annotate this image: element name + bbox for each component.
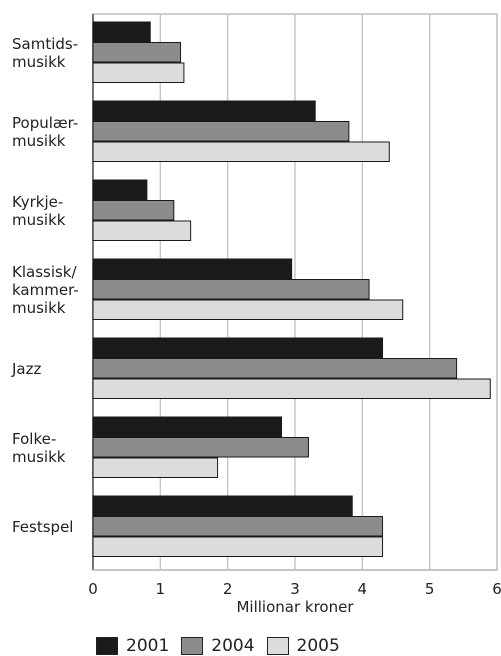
category-label: Jazz xyxy=(11,360,41,378)
legend-swatch-2004 xyxy=(181,637,204,655)
bar-2005-5 xyxy=(92,457,219,478)
bar-2004-4 xyxy=(92,358,458,379)
bar-2004-0 xyxy=(92,42,182,63)
x-tick-label: 6 xyxy=(492,580,501,598)
category-label: Klassisk/kammer-musikk xyxy=(12,263,79,317)
legend-swatch-2001 xyxy=(96,637,118,655)
category-labels: Samtids-musikk Populær-musikk Kyrkje-musik… xyxy=(11,35,79,536)
category-label: Festspel xyxy=(12,518,73,536)
x-tick-label: 0 xyxy=(88,580,98,598)
category-label: Folke-musikk xyxy=(12,430,66,466)
bar-2004-2 xyxy=(92,200,175,221)
bar-2005-0 xyxy=(92,62,185,83)
x-tick-label: 1 xyxy=(156,580,166,598)
bar-2005-3 xyxy=(92,299,404,320)
legend-swatch-2005 xyxy=(266,637,289,655)
bar-2004-1 xyxy=(92,121,350,142)
legend-item-2004: 2004 xyxy=(181,636,255,656)
legend-item-2001: 2001 xyxy=(96,636,169,656)
bar-2001-6 xyxy=(92,495,353,516)
bar-2001-0 xyxy=(92,21,151,42)
bar-2004-3 xyxy=(92,279,370,300)
bar-2005-1 xyxy=(92,141,390,162)
bar-2005-6 xyxy=(92,536,384,557)
x-axis-title: Millionar kroner xyxy=(236,598,354,616)
category-label: Samtids-musikk xyxy=(12,35,78,71)
bar-2001-2 xyxy=(92,179,148,200)
x-tick-label: 3 xyxy=(290,580,300,598)
bar-2001-3 xyxy=(92,258,293,279)
legend-label-2001: 2001 xyxy=(126,636,170,656)
legend-label-2004: 2004 xyxy=(211,636,255,656)
x-tick-label: 5 xyxy=(425,580,435,598)
bar-2004-5 xyxy=(92,437,309,458)
bar-2001-1 xyxy=(92,100,316,121)
legend: 2001 2004 2005 xyxy=(96,636,352,656)
legend-item-2005: 2005 xyxy=(266,636,340,656)
bars xyxy=(92,21,491,557)
bar-2004-6 xyxy=(92,516,384,537)
x-tick-label: 2 xyxy=(223,580,233,598)
x-tick-label: 4 xyxy=(358,580,368,598)
bar-2005-2 xyxy=(92,220,192,241)
x-tick-labels: 0 1 2 3 4 5 6 xyxy=(88,580,501,598)
bar-2001-4 xyxy=(92,337,384,358)
bar-2001-5 xyxy=(92,416,283,437)
bar-2005-4 xyxy=(92,378,491,399)
category-label: Populær-musikk xyxy=(12,114,78,150)
category-label: Kyrkje-musikk xyxy=(12,193,66,229)
legend-label-2005: 2005 xyxy=(296,636,340,656)
